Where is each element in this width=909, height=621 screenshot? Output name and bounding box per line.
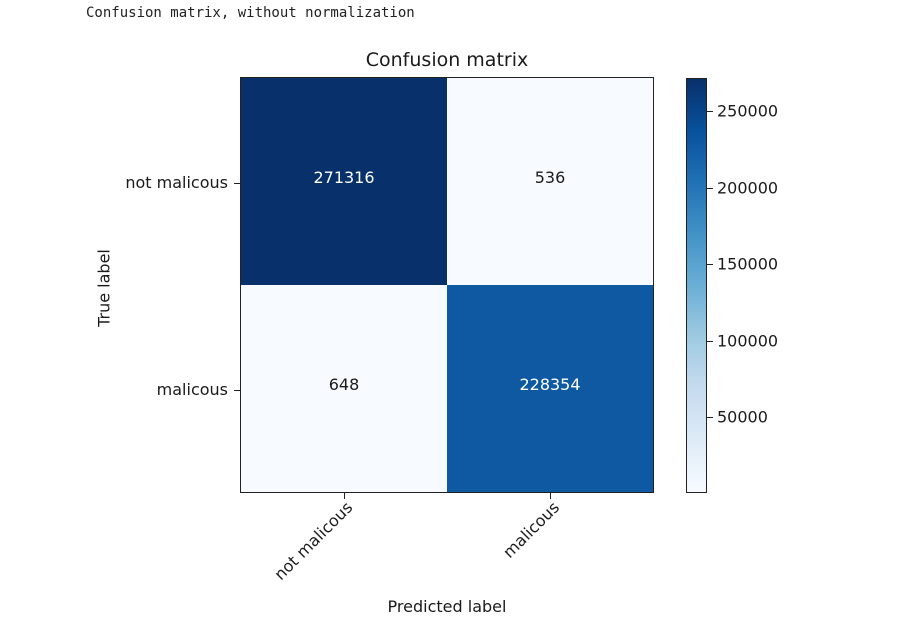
cell-tn: 271316	[241, 78, 447, 285]
y-axis-label: True label	[94, 249, 114, 327]
colorbar-tick-label: 250000	[717, 101, 779, 121]
cell-fp: 536	[447, 78, 653, 285]
colorbar-tick-label: 50000	[717, 407, 768, 427]
colorbar-tick	[707, 111, 713, 112]
colorbar-tick	[707, 341, 713, 342]
y-tick-mark	[234, 390, 240, 391]
x-axis-label: Predicted label	[387, 597, 507, 616]
colorbar-tick-label: 100000	[717, 331, 779, 351]
y-tick-mark	[234, 183, 240, 184]
x-tick-label: not malicous	[270, 497, 357, 584]
cell-value: 648	[328, 375, 360, 394]
x-tick-mark	[550, 493, 551, 499]
cell-value: 271316	[313, 168, 375, 187]
cell-value: 536	[534, 168, 566, 187]
cell-value: 228354	[519, 375, 581, 394]
chart-title: Confusion matrix	[365, 49, 529, 71]
colorbar	[686, 78, 707, 493]
cell-fn: 648	[241, 285, 447, 492]
colorbar-tick	[707, 417, 713, 418]
y-tick-label: not malicous	[125, 173, 228, 192]
y-tick-label: malicous	[156, 380, 228, 399]
colorbar-tick-label: 200000	[717, 178, 779, 198]
colorbar-tick	[707, 188, 713, 189]
x-tick-label: malicous	[498, 497, 563, 562]
colorbar-tick-label: 150000	[717, 254, 779, 274]
colorbar-tick	[707, 264, 713, 265]
cell-output-text: Confusion matrix, without normalization	[86, 5, 415, 21]
x-tick-mark	[344, 493, 345, 499]
confusion-matrix-plot: 271316 536 648 228354	[240, 77, 654, 493]
cell-tp: 228354	[447, 285, 653, 492]
